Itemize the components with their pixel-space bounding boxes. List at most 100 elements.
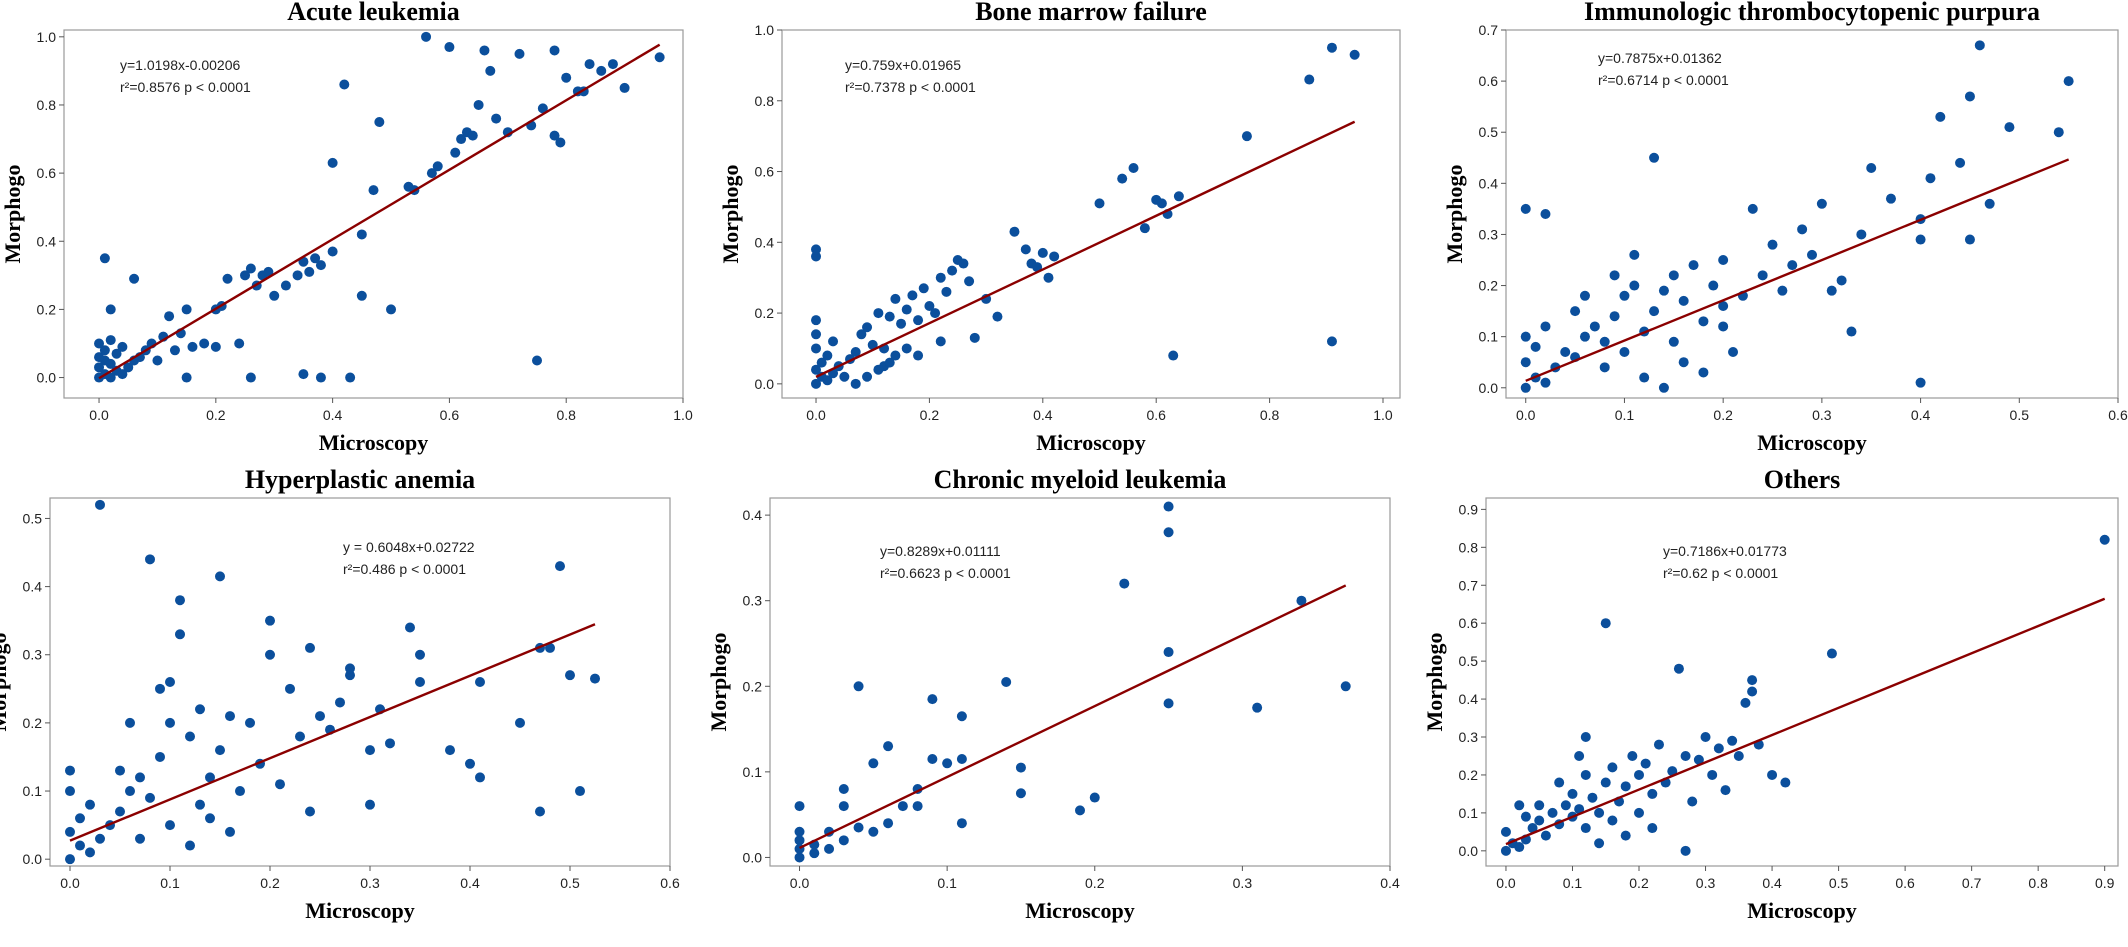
x-tick-label: 0.6 [440,407,460,423]
data-point [1984,198,1995,209]
data-point [265,615,275,626]
data-point [1866,163,1877,173]
data-point [165,717,175,728]
x-axis-title: Microscopy [1036,430,1146,455]
y-tick-label: 0.0 [1479,380,1499,396]
data-point [473,99,484,110]
data-point [234,338,245,349]
data-point [385,738,395,749]
x-tick-label: 0.2 [260,875,280,891]
data-point [75,813,85,824]
data-point [365,799,375,810]
data-point [969,332,980,343]
data-point [115,765,125,776]
data-point [215,745,225,756]
x-tick-label: 0.1 [160,875,180,891]
data-point [199,338,210,349]
regression-equation: y=0.8289x+0.01111 [880,543,1001,559]
data-point [1599,336,1610,347]
regression-equation: y=0.7186x+0.01773 [1663,543,1787,559]
y-axis-title: Morphogo [1422,633,1447,732]
y-tick-label: 1.0 [37,29,57,45]
data-point [1619,290,1630,301]
data-point [1718,255,1729,265]
x-axis-title: Microscopy [1757,430,1867,455]
data-point [1119,578,1130,589]
data-point [1514,800,1525,811]
data-point [1296,595,1307,606]
regression-stats: r²=0.8576 p < 0.0001 [120,79,251,95]
data-point [1607,815,1618,826]
y-tick-label: 0.6 [1479,73,1499,89]
data-point [2053,127,2064,138]
data-point [1787,260,1798,271]
data-point [1015,788,1026,799]
data-point [415,649,425,660]
data-point [1540,209,1551,219]
data-point [890,350,901,361]
data-point [927,694,938,705]
x-tick-label: 0.6 [1146,407,1166,423]
data-point [1043,272,1054,283]
data-point [1713,743,1724,754]
data-point [565,670,575,681]
y-axis-title: Morphogo [0,165,25,264]
data-point [956,711,967,722]
data-point [811,329,822,340]
data-point [1567,788,1578,799]
data-point [426,168,437,179]
data-point [1173,191,1184,202]
y-tick-label: 0.6 [37,165,57,181]
data-point [873,364,884,375]
data-point [1520,203,1531,214]
regression-stats: r²=0.6714 p < 0.0001 [1598,72,1729,88]
data-point [927,754,938,765]
data-point [1964,91,1975,102]
data-point [1117,173,1128,184]
regression-line [815,120,1356,378]
data-point [1094,198,1105,209]
data-point [862,371,873,382]
data-point [897,801,908,812]
x-tick-label: 0.0 [89,407,109,423]
regression-stats: r²=0.62 p < 0.0001 [1663,565,1778,581]
data-point [345,372,356,383]
data-point [315,372,326,383]
y-tick-label: 0.1 [1479,329,1499,345]
data-point [575,786,585,797]
data-point [607,59,618,70]
data-point [1609,270,1620,281]
data-point [867,339,878,350]
data-point [1252,702,1263,713]
data-point [1826,285,1837,296]
y-tick-label: 0.1 [743,764,763,780]
data-point [1649,152,1660,163]
data-point [123,362,134,373]
y-tick-label: 0.2 [1479,278,1499,294]
data-point [1658,285,1669,296]
data-point [890,293,901,304]
data-point [275,779,285,790]
data-point [1032,262,1043,273]
data-point [1530,341,1541,352]
x-tick-label: 0.2 [1713,407,1733,423]
x-tick-label: 0.0 [1496,875,1516,891]
data-point [1514,842,1525,853]
data-point [368,185,379,196]
data-point [75,840,85,851]
data-point [1767,239,1778,250]
data-point [811,343,822,354]
data-point [1020,244,1031,255]
data-point [305,806,315,817]
data-point [590,673,600,684]
data-point [1139,223,1150,234]
y-tick-label: 0.2 [755,305,775,321]
data-point [265,649,275,660]
data-point [913,350,924,361]
data-point [1540,830,1551,841]
y-tick-label: 0.2 [23,715,43,731]
data-point [873,308,884,319]
data-point [1001,677,1012,687]
data-point [145,792,155,803]
x-tick-label: 0.5 [2010,407,2030,423]
